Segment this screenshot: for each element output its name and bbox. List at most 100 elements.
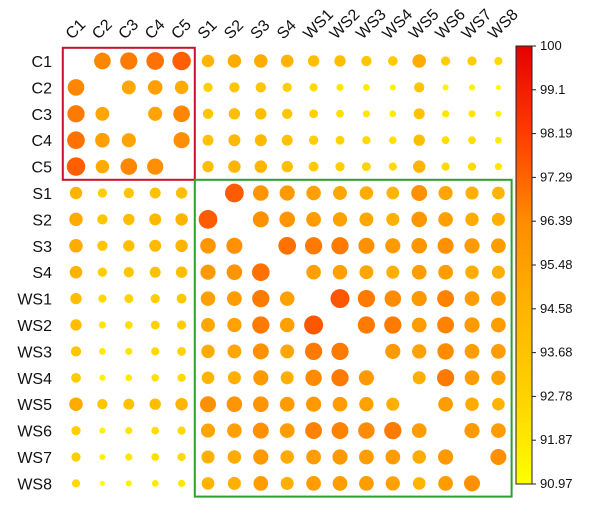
cell-WS8-WS3 — [359, 476, 374, 491]
cell-WS5-C2 — [97, 399, 108, 410]
row-label-WS7: WS7 — [17, 450, 52, 467]
colorbar-tick-label: 95.48 — [540, 257, 573, 272]
cell-S4-S2 — [226, 264, 243, 280]
cell-C3-C5 — [173, 105, 190, 123]
cell-WS4-C1 — [71, 372, 81, 383]
row-labels: C1 C2 C3 C4 C5 S1 S2 S3 S4 WS1 WS2 WS3 WS4 WS5 WS6 WS7 W… — [17, 54, 52, 493]
cell-C4-WS5 — [413, 134, 425, 146]
cell-S4-S3 — [251, 263, 270, 282]
row-label-WS1: WS1 — [17, 292, 52, 309]
cell-WS2-S2 — [227, 317, 242, 333]
cell-C1-C3 — [120, 52, 138, 70]
cell-WS3-C2 — [99, 348, 106, 355]
cell-S2-S3 — [252, 211, 269, 228]
cell-C3-WS1 — [309, 109, 319, 119]
cell-C4-WS7 — [468, 136, 476, 145]
cell-C5-C4 — [147, 158, 164, 175]
cell-WS6-WS3 — [358, 422, 375, 439]
cell-S2-C3 — [123, 213, 135, 226]
cell-S3-S2 — [226, 237, 243, 254]
cell-C2-S2 — [229, 82, 240, 93]
cell-WS8-C4 — [151, 480, 159, 487]
cell-WS8-S3 — [253, 476, 269, 491]
cell-WS7-WS5 — [412, 450, 426, 464]
cell-C3-C2 — [95, 106, 110, 121]
col-label-WS5: WS5 — [406, 6, 443, 43]
row-label-S4: S4 — [32, 265, 52, 282]
cell-WS8-C2 — [99, 480, 105, 486]
colorbar-tick-label: 100 — [540, 38, 562, 53]
cell-WS8-WS7 — [464, 475, 480, 492]
cell-S3-WS8 — [491, 238, 506, 254]
cell-C4-WS2 — [335, 135, 345, 145]
cell-WS8-WS2 — [332, 476, 348, 491]
cell-C5-C3 — [120, 158, 138, 175]
row-label-C1: C1 — [32, 54, 53, 71]
cell-WS6-WS7 — [464, 423, 480, 439]
cell-S4-C2 — [97, 267, 108, 277]
cell-S2-S4 — [279, 211, 295, 228]
cell-C1-S2 — [227, 54, 242, 68]
cell-WS3-WS4 — [385, 343, 401, 359]
cell-C3-C4 — [148, 106, 163, 121]
row-label-C4: C4 — [32, 133, 53, 150]
cell-S3-C1 — [69, 239, 83, 253]
col-label-WS3: WS3 — [353, 6, 390, 43]
cell-WS3-S4 — [280, 344, 295, 359]
cell-WS7-WS6 — [438, 449, 454, 465]
cell-S4-WS7 — [465, 265, 479, 279]
colorbar-gradient — [515, 45, 533, 485]
cell-WS5-WS4 — [386, 397, 400, 411]
cell-S2-C1 — [69, 212, 83, 227]
cell-S2-WS6 — [438, 212, 453, 227]
cell-C5-WS3 — [361, 162, 371, 172]
cell-C2-S1 — [203, 82, 213, 93]
cell-WS8-WS5 — [412, 477, 426, 490]
cell-C4-C2 — [95, 132, 110, 148]
cell-WS6-S1 — [200, 423, 216, 438]
cell-WS7-WS3 — [359, 449, 374, 465]
cell-WS7-S3 — [253, 449, 269, 465]
cell-WS5-WS2 — [332, 396, 348, 412]
cell-WS6-WS4 — [384, 421, 402, 440]
cell-WS1-WS8 — [491, 291, 506, 306]
cell-WS4-WS3 — [358, 370, 374, 386]
cell-C5-C2 — [95, 159, 110, 174]
cell-C1-C4 — [146, 52, 165, 70]
cell-WS5-S4 — [279, 396, 295, 412]
cell-WS5-C4 — [149, 398, 161, 410]
col-label-C4: C4 — [142, 16, 169, 43]
cell-C1-S3 — [254, 54, 268, 68]
cell-S2-WS3 — [359, 212, 374, 227]
colorbar-tick-label: 96.39 — [540, 213, 573, 228]
cell-WS2-WS4 — [384, 316, 402, 334]
col-label-C5: C5 — [168, 16, 195, 43]
cell-WS6-WS8 — [491, 423, 506, 438]
cell-WS1-WS7 — [464, 291, 480, 306]
cell-C5-C1 — [66, 157, 86, 176]
cell-WS4-WS7 — [464, 370, 480, 386]
cell-C5-S3 — [254, 160, 268, 173]
cell-C3-S2 — [228, 108, 241, 120]
cell-WS6-C2 — [99, 427, 106, 434]
cell-WS5-C5 — [175, 397, 188, 411]
cell-C3-WS7 — [468, 110, 476, 118]
cell-WS3-WS7 — [464, 344, 480, 359]
cell-WS4-S1 — [201, 371, 215, 385]
cell-S4-WS5 — [411, 264, 427, 280]
cell-C2-WS8 — [495, 84, 501, 90]
cell-WS8-S4 — [280, 476, 294, 490]
cell-WS1-WS2 — [330, 289, 350, 309]
cell-C4-WS3 — [362, 136, 371, 145]
cell-S3-C4 — [149, 239, 162, 252]
cell-WS2-WS3 — [357, 316, 376, 334]
cell-WS3-WS8 — [491, 344, 506, 359]
col-label-WS8: WS8 — [485, 6, 522, 43]
col-label-WS1: WS1 — [300, 6, 337, 43]
cell-C2-WS2 — [336, 83, 344, 91]
cell-WS8-WS1 — [306, 476, 321, 491]
cell-S3-WS2 — [331, 237, 349, 255]
cell-C2-C3 — [121, 80, 136, 95]
cell-WS8-WS6 — [438, 476, 453, 491]
highlight-box-2 — [193, 178, 513, 498]
